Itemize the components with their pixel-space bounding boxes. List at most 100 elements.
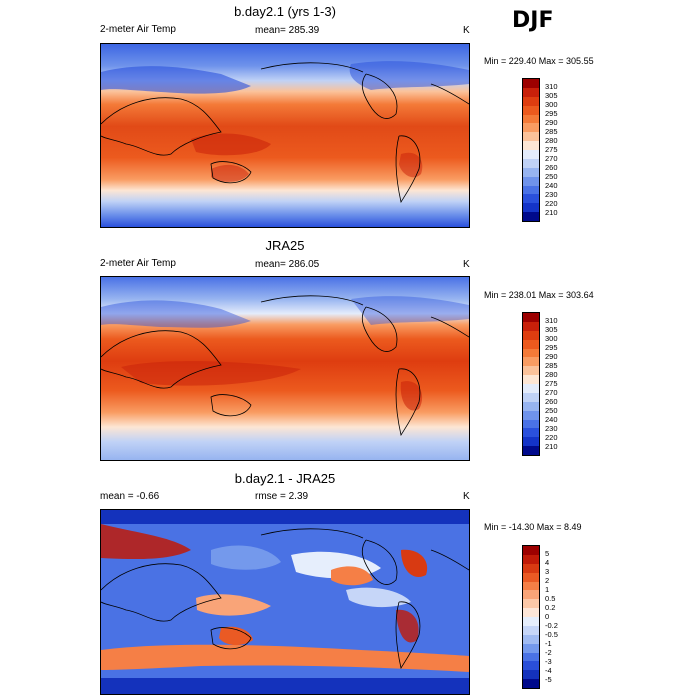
panel-3-colorbar-swatch <box>523 670 539 680</box>
panel-2-colorbar-label: 305 <box>545 325 558 334</box>
panel-1-colorbar-swatch <box>523 158 539 168</box>
panel-3-colorbar-swatch <box>523 590 539 600</box>
panel-1-colorbar-swatch <box>523 150 539 159</box>
panel-1-colorbar-swatch <box>523 87 539 97</box>
panel-1-map-field <box>101 44 469 227</box>
panel-3-colorbar-label: -2 <box>545 648 552 657</box>
panel-1-colorbar-label: 290 <box>545 118 558 127</box>
panel-3-colorbar-swatch <box>523 643 539 653</box>
panel-3-colorbar-label: -0.2 <box>545 621 558 630</box>
panel-3-colorbar-label: 2 <box>545 576 550 585</box>
panel-2-colorbar-swatch <box>523 366 539 376</box>
panel-1-colorbar-label: 240 <box>545 181 558 190</box>
panel-2-colorbar-label: 270 <box>545 388 558 397</box>
panel-3-colorbar-label: 0 <box>545 612 550 621</box>
panel-1-colorbar-swatch <box>523 141 539 150</box>
panel-3-colorbar-swatch <box>523 625 539 635</box>
panel-3-colorbar-label: -4 <box>545 666 552 675</box>
panel-2-colorbar-swatch <box>523 348 539 358</box>
panel-2-colorbar-swatch <box>523 375 539 384</box>
panel-2-mean-label: mean= 286.05 <box>255 259 320 270</box>
panel-1-colorbar-label: 260 <box>545 163 558 172</box>
panel-3-colorbar-swatch <box>523 554 539 564</box>
panel-1-colorbar-swatch <box>523 105 539 115</box>
panel-1-colorbar-swatch <box>523 167 539 177</box>
panel-1-colorbar-swatch <box>523 203 539 213</box>
panel-3-colorbar-swatch <box>523 679 539 688</box>
panel-2-title: JRA25 <box>265 238 305 253</box>
panel-1-colorbar-label: 230 <box>545 190 558 199</box>
panel-3-colorbar-swatch <box>523 608 539 617</box>
panel-2-colorbar-label: 220 <box>545 433 558 442</box>
panel-3-colorbar-label: -3 <box>545 657 552 666</box>
panel-2-colorbar-label: 230 <box>545 424 558 433</box>
panel-3-mean-label: mean = -0.66 <box>100 491 160 502</box>
panel-3-colorbar-swatch <box>523 581 539 591</box>
panel-1-colorbar-label: 285 <box>545 127 558 136</box>
panel-3-rmse-label: rmse = 2.39 <box>255 491 309 502</box>
panel-2-colorbar-label: 210 <box>545 442 558 451</box>
panel-1-units: K <box>463 25 470 36</box>
panel-1-colorbar-swatch <box>523 132 539 142</box>
panel-1-colorbar-label: 280 <box>545 136 558 145</box>
panel-1-colorbar-label: 300 <box>545 100 558 109</box>
panel-2-variable-label: 2-meter Air Temp <box>100 258 176 269</box>
panel-2-colorbar-swatch <box>523 321 539 331</box>
panel-1-variable-label: 2-meter Air Temp <box>100 24 176 35</box>
panel-2-colorbar-swatch <box>523 313 539 322</box>
panel-1-colorbar-swatch <box>523 123 539 133</box>
panel-2-colorbar-label: 260 <box>545 397 558 406</box>
panel-2-colorbar-swatch <box>523 357 539 367</box>
panel-1-colorbar-label: 210 <box>545 208 558 217</box>
panel-2-colorbar-swatch <box>523 428 539 438</box>
panel-2-colorbar-label: 310 <box>545 316 558 325</box>
panel-3-colorbar-label: 5 <box>545 549 550 558</box>
panel-2-colorbar-swatch <box>523 339 539 349</box>
panel-2-minmax: Min = 238.01 Max = 303.64 <box>484 290 594 300</box>
panel-1-colorbar-swatch <box>523 176 539 186</box>
panel-1-colorbar-swatch <box>523 185 539 195</box>
panel-3-map-field <box>101 510 469 694</box>
panel-1-colorbar-swatch <box>523 194 539 204</box>
panel-3-units: K <box>463 491 470 502</box>
panel-2-colorbar-label: 290 <box>545 352 558 361</box>
panel-3-colorbar-swatch <box>523 563 539 573</box>
panel-2-colorbar-swatch <box>523 437 539 447</box>
panel-2-colorbar-swatch <box>523 419 539 429</box>
panel-1-colorbar-label: 295 <box>545 109 558 118</box>
panel-3-colorbar-swatch <box>523 546 539 555</box>
panel-2-colorbar-swatch <box>523 384 539 393</box>
panel-2-colorbar-label: 280 <box>545 370 558 379</box>
panel-2-colorbar-label: 300 <box>545 334 558 343</box>
panel-3-colorbar-swatch <box>523 661 539 671</box>
panel-3-map <box>100 509 470 695</box>
panel-2-units: K <box>463 259 470 270</box>
panel-3-colorbar-label: 3 <box>545 567 550 576</box>
panel-2-colorbar <box>522 312 540 456</box>
panel-2-colorbar-label: 295 <box>545 343 558 352</box>
panel-2-map <box>100 276 470 461</box>
panel-2-map-field <box>101 277 469 460</box>
panel-2-colorbar-label: 275 <box>545 379 558 388</box>
panel-1-title: b.day2.1 (yrs 1-3) <box>234 4 336 19</box>
panel-1-colorbar-label: 275 <box>545 145 558 154</box>
panel-2-colorbar-swatch <box>523 392 539 402</box>
panel-3-colorbar-label: -5 <box>545 675 552 684</box>
panel-1-colorbar-label: 305 <box>545 91 558 100</box>
panel-2-colorbar-swatch <box>523 446 539 455</box>
panel-3-colorbar-swatch <box>523 572 539 582</box>
panel-1-colorbar <box>522 78 540 222</box>
panel-1-colorbar-label: 310 <box>545 82 558 91</box>
panel-1-colorbar-swatch <box>523 96 539 106</box>
season-label: DJF <box>512 8 554 33</box>
panel-1-map <box>100 43 470 228</box>
panel-1-mean-label: mean= 285.39 <box>255 25 320 36</box>
panel-3-colorbar-label: 0.2 <box>545 603 556 612</box>
panel-3-colorbar-label: 0.5 <box>545 594 556 603</box>
panel-2-colorbar-swatch <box>523 410 539 420</box>
panel-1-colorbar-label: 250 <box>545 172 558 181</box>
panel-2-colorbar-label: 240 <box>545 415 558 424</box>
panel-3-colorbar-label: -0.5 <box>545 630 558 639</box>
panel-2-colorbar-swatch <box>523 401 539 411</box>
panel-3-title: b.day2.1 - JRA25 <box>234 471 336 486</box>
